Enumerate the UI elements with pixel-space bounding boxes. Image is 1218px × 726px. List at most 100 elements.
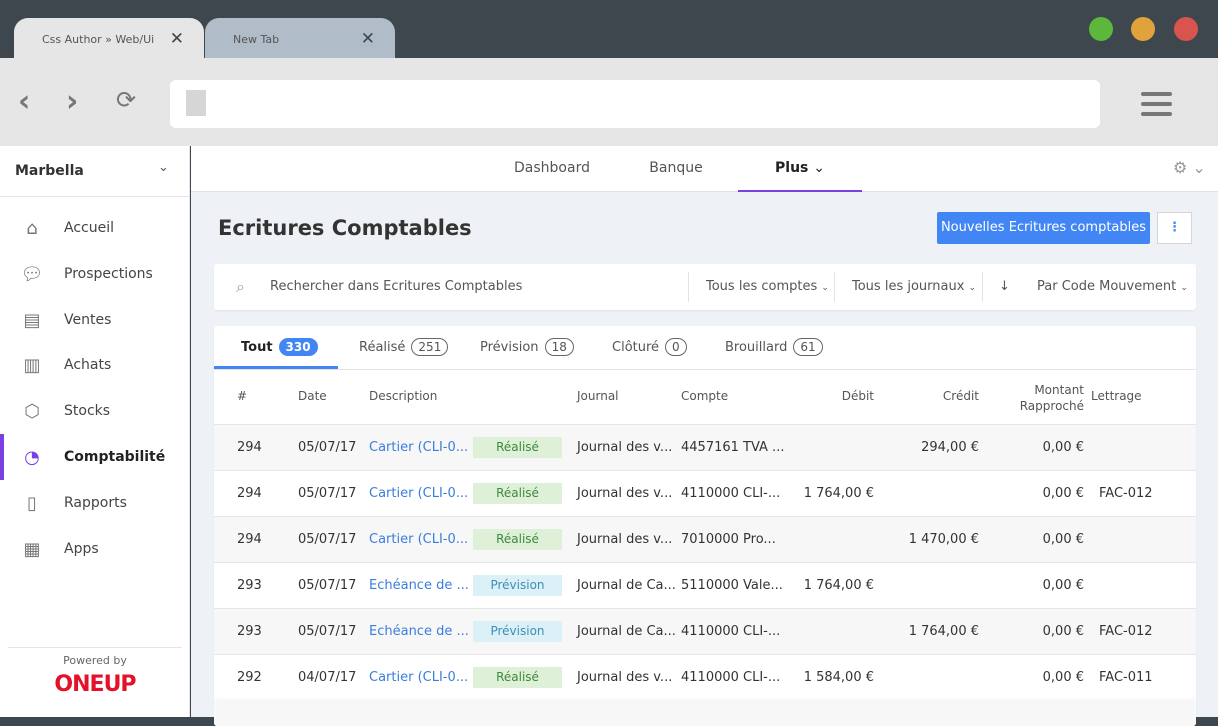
cell-num: 293	[237, 624, 262, 639]
cell-date: 04/07/17	[298, 670, 357, 685]
receipt-icon: ▥	[23, 354, 41, 376]
nav-dashboard[interactable]: Dashboard	[514, 160, 590, 176]
apps-icon: ▦	[23, 538, 41, 560]
cell-description-link[interactable]: Cartier (CLI-0...	[369, 670, 469, 685]
column-header-compte[interactable]: Compte	[681, 389, 729, 403]
forward-icon[interactable]: ›	[66, 84, 79, 119]
page-icon	[186, 90, 206, 116]
cell-montant: 0,00 €	[1042, 486, 1084, 501]
filter-bar: ⌕ Rechercher dans Ecritures Comptables T…	[214, 264, 1196, 310]
cell-credit: 1 764,00 €	[908, 624, 979, 639]
table-row[interactable]: 292 04/07/17 Cartier (CLI-0... Réalisé J…	[214, 654, 1196, 700]
sidebar-item-rapports[interactable]: ▯ Rapports	[0, 480, 190, 526]
sidebar-item-apps[interactable]: ▦ Apps	[0, 526, 190, 572]
settings-gear-icon[interactable]: ⚙ ⌄	[1173, 158, 1206, 177]
table-row[interactable]	[214, 700, 1196, 726]
close-tab-icon[interactable]: ✕	[360, 29, 375, 49]
cell-description-link[interactable]: Echéance de ...	[369, 578, 469, 593]
column-header-montant[interactable]: Montant Rapproché	[1019, 383, 1084, 413]
status-badge: Prévision	[473, 575, 562, 596]
tab-cloture[interactable]: Clôturé 0	[612, 326, 687, 369]
cell-description-link[interactable]: Cartier (CLI-0...	[369, 440, 469, 455]
close-window-button[interactable]	[1174, 17, 1198, 41]
org-name: Marbella	[15, 163, 84, 179]
count-badge: 251	[411, 338, 449, 356]
sidebar-item-ventes[interactable]: ▤ Ventes	[0, 297, 190, 343]
table-row[interactable]: 294 05/07/17 Cartier (CLI-0... Réalisé J…	[214, 424, 1196, 470]
cell-lettrage: FAC-011	[1099, 670, 1153, 685]
tab-brouillard[interactable]: Brouillard 61	[725, 326, 823, 369]
top-nav: Dashboard Banque Plus ⌄ ⚙ ⌄	[191, 146, 1218, 192]
status-badge: Prévision	[473, 621, 562, 642]
cell-num: 293	[237, 578, 262, 593]
search-input[interactable]: Rechercher dans Ecritures Comptables	[270, 279, 523, 294]
sidebar-item-label: Comptabilité	[64, 449, 166, 465]
minimize-window-button[interactable]	[1131, 17, 1155, 41]
divider	[834, 272, 835, 302]
cell-description-link[interactable]: Cartier (CLI-0...	[369, 532, 469, 547]
column-header-lettrage[interactable]: Lettrage	[1091, 389, 1142, 403]
sidebar-item-stocks[interactable]: ⬡ Stocks	[0, 388, 190, 434]
count-badge: 0	[665, 338, 687, 356]
cell-description-link[interactable]: Echéance de ...	[369, 624, 469, 639]
close-tab-icon[interactable]: ✕	[169, 29, 184, 49]
page-title: Ecritures Comptables	[218, 216, 472, 240]
oneup-logo: ONEUP	[54, 672, 136, 697]
sidebar-item-label: Achats	[64, 357, 112, 373]
sidebar-item-label: Stocks	[64, 403, 111, 419]
address-bar[interactable]	[170, 80, 1100, 128]
table-row[interactable]: 293 05/07/17 Echéance de ... Prévision J…	[214, 608, 1196, 654]
entries-table: Tout 330 Réalisé 251 Prévision 18 Clôturé 0 …	[214, 326, 1196, 726]
org-selector[interactable]: Marbella ⌄	[0, 146, 189, 197]
sort-direction-icon[interactable]: ↓	[999, 279, 1010, 294]
column-header-description[interactable]: Description	[369, 389, 438, 403]
nav-banque[interactable]: Banque	[649, 160, 703, 176]
status-badge: Réalisé	[473, 529, 562, 550]
cell-montant: 0,00 €	[1042, 624, 1084, 639]
chevron-down-icon: ⌄	[813, 160, 825, 176]
reload-icon[interactable]: ⟳	[116, 86, 137, 114]
cell-montant: 0,00 €	[1042, 440, 1084, 455]
column-header-journal[interactable]: Journal	[577, 389, 619, 403]
status-badge: Réalisé	[473, 483, 562, 504]
search-icon: ⌕	[236, 277, 245, 296]
tab-tout[interactable]: Tout 330	[214, 326, 338, 369]
sidebar-item-prospections[interactable]: 💬︎ Prospections	[0, 251, 190, 297]
tab-label: Clôturé	[612, 340, 660, 355]
more-options-icon[interactable]: ⋮	[1157, 212, 1192, 244]
sidebar-item-accueil[interactable]: ⌂ Accueil	[0, 205, 190, 251]
accounts-filter[interactable]: Tous les comptes ⌄	[706, 264, 829, 310]
browser-tab-active[interactable]: Css Author » Web/Ui ✕	[14, 18, 204, 58]
cell-num: 294	[237, 440, 262, 455]
cell-journal: Journal des v...	[577, 486, 673, 501]
tab-prevision[interactable]: Prévision 18	[480, 326, 574, 369]
journals-filter[interactable]: Tous les journaux ⌄	[852, 264, 976, 310]
sidebar-item-achats[interactable]: ▥ Achats	[0, 342, 190, 388]
sidebar-item-label: Ventes	[64, 312, 112, 328]
back-icon[interactable]: ‹	[18, 84, 31, 119]
column-header-credit[interactable]: Crédit	[942, 389, 979, 403]
column-header-date[interactable]: Date	[298, 389, 327, 403]
browser-tab[interactable]: New Tab ✕	[205, 18, 395, 58]
count-badge: 330	[278, 338, 318, 356]
sidebar-item-comptabilite[interactable]: ◔ Comptabilité	[0, 434, 190, 480]
cell-compte: 4457161 TVA ...	[681, 440, 785, 455]
tab-realise[interactable]: Réalisé 251	[359, 326, 449, 369]
cell-montant: 0,00 €	[1042, 670, 1084, 685]
sort-select[interactable]: Par Code Mouvement ⌄	[1037, 264, 1188, 310]
filter-label: Tous les comptes	[706, 279, 818, 294]
column-header-debit[interactable]: Débit	[841, 389, 874, 403]
nav-plus[interactable]: Plus ⌄	[738, 146, 862, 192]
cell-lettrage: FAC-012	[1099, 624, 1153, 639]
menu-icon[interactable]	[1141, 92, 1172, 116]
cell-journal: Journal de Ca...	[577, 578, 676, 593]
cell-description-link[interactable]: Cartier (CLI-0...	[369, 486, 469, 501]
table-row[interactable]: 294 05/07/17 Cartier (CLI-0... Réalisé J…	[214, 470, 1196, 516]
table-row[interactable]: 293 05/07/17 Echéance de ... Prévision J…	[214, 562, 1196, 608]
column-header-num[interactable]: #	[237, 389, 248, 403]
maximize-window-button[interactable]	[1089, 17, 1113, 41]
table-row[interactable]: 294 05/07/17 Cartier (CLI-0... Réalisé J…	[214, 516, 1196, 562]
new-entry-button[interactable]: Nouvelles Ecritures comptables	[937, 212, 1150, 244]
chart-doc-icon: ▤	[23, 309, 41, 331]
cell-compte: 7010000 Pro...	[681, 532, 776, 547]
